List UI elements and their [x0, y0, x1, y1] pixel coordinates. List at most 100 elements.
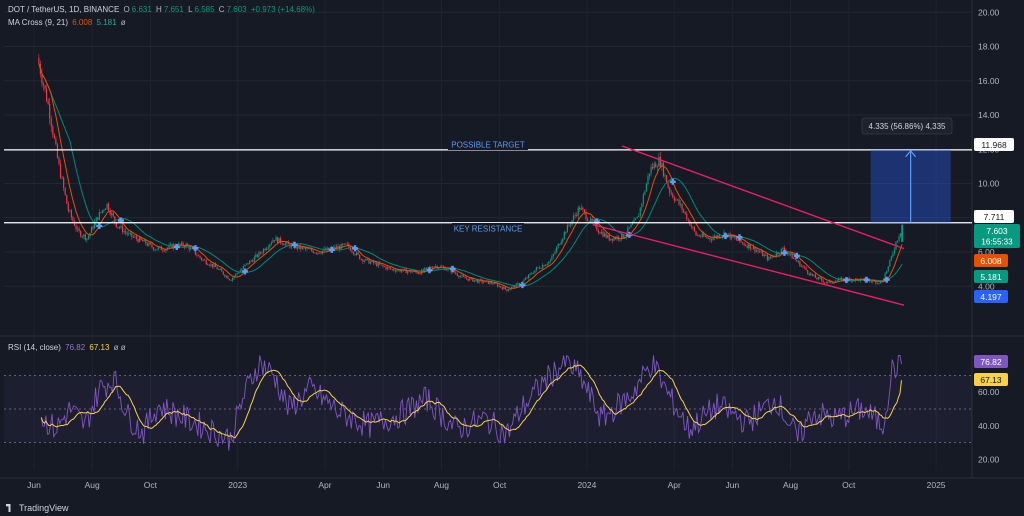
candle-body [281, 242, 283, 245]
candle-body [478, 279, 480, 283]
candle-body [407, 271, 409, 274]
candle-body [72, 217, 74, 222]
candle-body [156, 249, 158, 251]
candle-body [44, 85, 46, 89]
candle-body [641, 203, 643, 208]
candle-body [354, 254, 356, 255]
candle-body [644, 191, 646, 195]
candle-body [757, 250, 759, 252]
candle-body [160, 246, 162, 251]
candle-body [647, 176, 649, 184]
candle-body [573, 215, 575, 221]
candle-body [469, 278, 471, 281]
tradingview-brand[interactable]: TradingView [6, 503, 69, 513]
candle-body [755, 250, 758, 252]
candle-body [258, 252, 260, 257]
candle-body [534, 270, 536, 274]
candle-body [81, 236, 83, 238]
candle-body [597, 230, 599, 233]
candle-body [95, 217, 97, 222]
candle-body [365, 258, 367, 261]
candle-body [662, 162, 665, 177]
candle-body [196, 254, 198, 256]
candle-body [785, 250, 787, 254]
high-value: 7.651 [163, 5, 184, 14]
candle-body [664, 175, 666, 177]
time-tick-label: Oct [144, 480, 158, 490]
candle-body [759, 251, 761, 253]
candle-body [101, 210, 103, 213]
candle-body [267, 247, 269, 249]
candle-body [120, 225, 122, 228]
target-badge-text: 11.968 [981, 140, 1007, 150]
candle-body [241, 268, 243, 271]
candle-body [168, 245, 170, 248]
rsi-legend[interactable]: RSI (14, close) 76.82 67.13 ø ø [8, 342, 128, 354]
candle-body [518, 283, 520, 286]
candle-body [540, 268, 542, 270]
candle-body [380, 264, 382, 266]
candle-body [765, 254, 767, 256]
candle-body [538, 267, 541, 269]
candle-body [706, 236, 708, 238]
low-label: L [188, 5, 193, 14]
symbol-legend[interactable]: DOT / TetherUS, 1D, BINANCE O 6.631 H 7.65… [8, 4, 317, 16]
candle-body [542, 265, 544, 269]
candle-body [509, 288, 511, 290]
candle-body [270, 242, 272, 245]
change-value: +0.973 (+14.68%) [250, 5, 315, 14]
candle-body [563, 232, 565, 239]
candle-body [309, 248, 311, 250]
candle-body [459, 276, 462, 278]
candle-body [42, 83, 45, 86]
candle-body [876, 283, 878, 285]
candle-body [900, 233, 902, 237]
candle-body [261, 252, 263, 254]
candle-body [766, 254, 768, 260]
ma-cross-marker [352, 245, 359, 252]
candle-body [523, 279, 525, 282]
rsi-legend-label: RSI (14, close) [8, 343, 61, 352]
low-value: 6.585 [194, 5, 215, 14]
candle-body [549, 260, 551, 262]
candle-body [359, 254, 361, 260]
candle-body [604, 233, 606, 237]
candle-body [383, 266, 386, 267]
candle-body [546, 263, 548, 265]
ma-cross-marker [843, 277, 850, 284]
candle-body [312, 250, 314, 253]
candle-body [337, 246, 339, 249]
candle-body [796, 259, 798, 262]
candle-body [326, 247, 328, 251]
candle-body [385, 266, 387, 270]
candle-body [94, 221, 96, 229]
ma-legend[interactable]: MA Cross (9, 21) 6.008 5.181 ø [8, 17, 128, 29]
candle-body [242, 265, 245, 269]
candle-body [232, 277, 234, 281]
candle-body [684, 211, 686, 214]
candle-body [194, 249, 196, 255]
candle-body [839, 277, 841, 279]
candle-body [814, 274, 816, 278]
candle-body [227, 276, 229, 279]
candle-body [289, 244, 291, 248]
candle-body [283, 244, 285, 246]
candle-body [340, 243, 342, 250]
rsi-ma-value: 67.13 [89, 343, 110, 352]
candle-body [83, 234, 85, 237]
candle-body [424, 268, 426, 271]
price-tick-label: 6.00 [978, 247, 995, 257]
candle-body [123, 231, 125, 233]
candle-body [504, 286, 506, 290]
candle-body [797, 261, 799, 263]
candle-body [745, 245, 747, 246]
candle-body [487, 280, 489, 284]
candle-body [630, 224, 632, 228]
candle-body [687, 219, 689, 221]
candle-body [108, 203, 110, 211]
candle-body [303, 247, 305, 248]
price-tick-label: 10.00 [978, 179, 1000, 189]
candle-body [700, 236, 702, 238]
candle-body [810, 273, 812, 275]
